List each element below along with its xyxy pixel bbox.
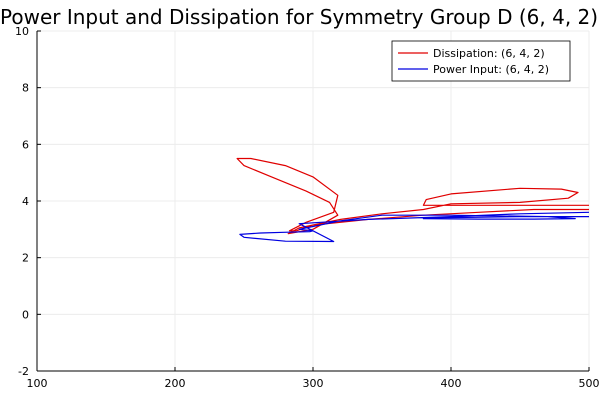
x-tick-label: 300	[303, 377, 324, 390]
y-tick-label: 10	[15, 25, 29, 38]
series-line-power-input	[239, 211, 590, 243]
legend-label: Power Input: (6, 4, 2)	[433, 63, 549, 76]
x-tick-label: 500	[579, 377, 600, 390]
x-tick-label: 100	[27, 377, 48, 390]
chart-title: Power Input and Dissipation for Symmetry…	[0, 5, 598, 29]
legend: Dissipation: (6, 4, 2) Power Input: (6, 4…	[391, 40, 571, 82]
legend-box	[391, 40, 571, 82]
legend-label: Dissipation: (6, 4, 2)	[433, 47, 545, 60]
y-tick-label: 4	[22, 195, 29, 208]
y-tick-label: 8	[22, 82, 29, 95]
x-tick-label: 200	[165, 377, 186, 390]
series-line-dissipation	[236, 157, 589, 235]
y-tick-label: 0	[22, 308, 29, 321]
x-tick-label: 400	[441, 377, 462, 390]
y-tick-label: 2	[22, 252, 29, 265]
y-tick-label: -2	[18, 365, 29, 378]
y-tick-label: 6	[22, 138, 29, 151]
